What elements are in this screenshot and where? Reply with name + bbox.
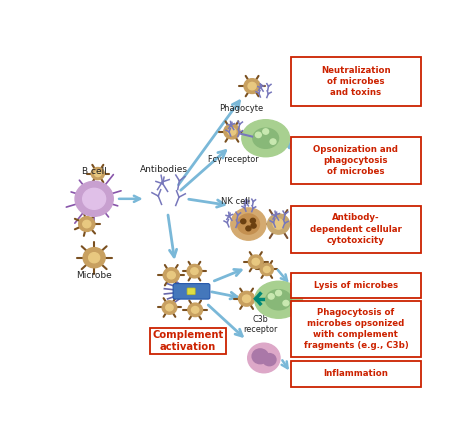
Circle shape — [75, 181, 113, 216]
Text: B cell: B cell — [82, 167, 107, 176]
FancyBboxPatch shape — [291, 205, 421, 253]
Circle shape — [246, 226, 251, 231]
Circle shape — [263, 354, 276, 366]
Circle shape — [270, 139, 276, 144]
Circle shape — [187, 264, 202, 278]
Circle shape — [273, 219, 284, 229]
Circle shape — [237, 214, 259, 234]
Circle shape — [248, 83, 256, 90]
Circle shape — [83, 248, 105, 268]
Circle shape — [283, 300, 289, 306]
Circle shape — [166, 304, 173, 311]
Circle shape — [82, 188, 106, 209]
Circle shape — [228, 128, 236, 135]
Text: Neutralization
of microbes
and toxins: Neutralization of microbes and toxins — [321, 66, 391, 97]
Text: C3b
receptor: C3b receptor — [243, 315, 277, 334]
Circle shape — [89, 253, 100, 263]
Circle shape — [224, 124, 240, 139]
Circle shape — [255, 132, 261, 138]
Ellipse shape — [253, 128, 279, 148]
Circle shape — [252, 349, 268, 364]
Text: Antibody-
dependent cellular
cytotoxicity: Antibody- dependent cellular cytotoxicit… — [310, 214, 402, 245]
FancyBboxPatch shape — [291, 361, 421, 387]
Text: NK cell: NK cell — [221, 197, 250, 206]
Circle shape — [231, 208, 266, 240]
Circle shape — [191, 268, 198, 274]
Text: Microbe: Microbe — [76, 271, 112, 280]
Circle shape — [91, 167, 104, 180]
Text: Fcγ receptor: Fcγ receptor — [209, 155, 259, 164]
Ellipse shape — [266, 290, 292, 310]
Circle shape — [260, 264, 273, 276]
FancyBboxPatch shape — [291, 58, 421, 106]
Text: Lysis of microbes: Lysis of microbes — [314, 281, 398, 290]
Text: Phagocyte: Phagocyte — [219, 104, 263, 113]
Circle shape — [167, 271, 175, 279]
Text: Inflammation: Inflammation — [323, 369, 388, 378]
FancyBboxPatch shape — [291, 273, 421, 298]
Circle shape — [188, 303, 202, 316]
Circle shape — [263, 129, 269, 134]
FancyBboxPatch shape — [173, 284, 210, 299]
Circle shape — [191, 306, 199, 313]
Circle shape — [268, 294, 274, 299]
Circle shape — [241, 219, 246, 224]
FancyBboxPatch shape — [291, 136, 421, 184]
Text: Complement
activation: Complement activation — [152, 330, 223, 352]
Circle shape — [83, 220, 91, 228]
Circle shape — [252, 258, 259, 265]
Ellipse shape — [242, 120, 290, 157]
Circle shape — [250, 218, 255, 223]
Circle shape — [238, 291, 255, 306]
Circle shape — [275, 290, 282, 296]
Text: Phagocytosis of
microbes opsonized
with complement
fragments (e.g., C3b): Phagocytosis of microbes opsonized with … — [303, 308, 408, 350]
Circle shape — [163, 268, 179, 283]
FancyBboxPatch shape — [291, 302, 421, 357]
Circle shape — [162, 301, 177, 314]
Circle shape — [267, 214, 290, 234]
Circle shape — [251, 223, 256, 228]
Circle shape — [94, 170, 101, 177]
Circle shape — [243, 295, 251, 302]
FancyBboxPatch shape — [187, 288, 195, 295]
Ellipse shape — [255, 281, 302, 318]
Text: Antibodies: Antibodies — [140, 165, 188, 173]
Circle shape — [248, 255, 263, 268]
Circle shape — [79, 217, 95, 232]
Circle shape — [248, 343, 280, 373]
Text: Opsonization and
phagocytosis
of microbes: Opsonization and phagocytosis of microbe… — [313, 145, 398, 176]
Circle shape — [264, 267, 270, 273]
Circle shape — [244, 79, 260, 94]
